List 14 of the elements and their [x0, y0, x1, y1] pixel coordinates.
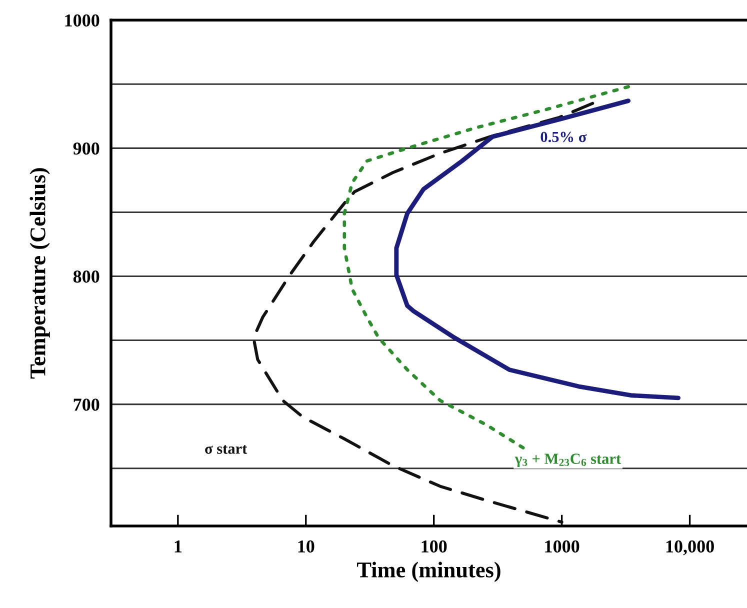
series-label: γ$_{3}$ + M$_{23}$C$_{6}$ start	[514, 454, 622, 468]
y-tick-label: 900	[73, 142, 100, 155]
x-tick-label: 1000	[545, 540, 580, 553]
x-tick-label: 10,000	[666, 540, 714, 556]
y-tick-label: 800	[73, 270, 100, 283]
y-tick-label: 700	[74, 398, 100, 411]
y-axis-title: Temperature (Celsius)	[30, 168, 50, 379]
x-tick-label: 1	[174, 540, 182, 552]
y-tick-label: 1000	[65, 14, 100, 27]
text: σ start	[205, 445, 248, 454]
x-tick-label: 10	[298, 540, 314, 553]
x-tick-label: 100	[422, 540, 447, 553]
series-label: 0.5% σ	[540, 132, 587, 142]
x-axis-title: Time (minutes)	[357, 562, 500, 582]
